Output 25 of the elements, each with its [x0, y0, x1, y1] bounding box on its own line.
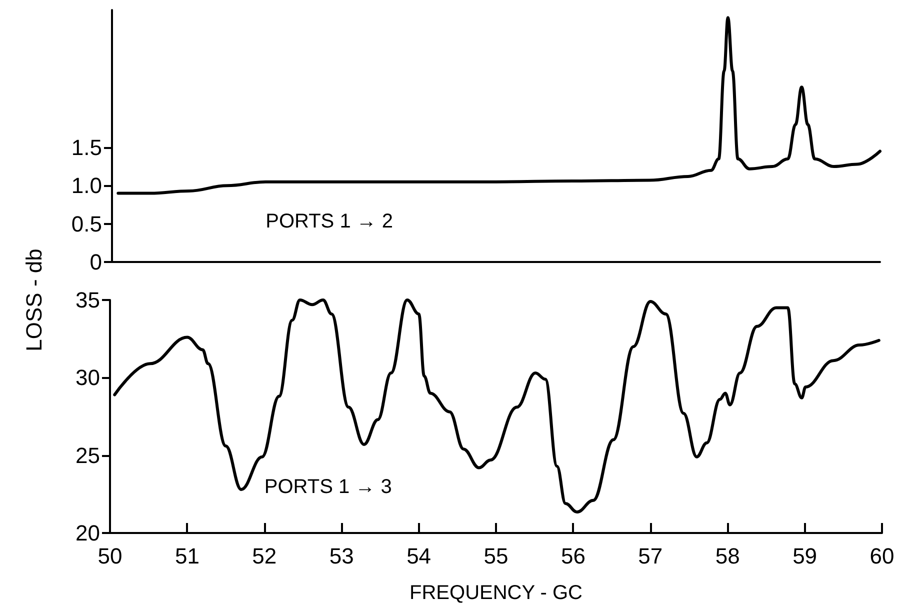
x-tick-label: 60	[870, 544, 894, 568]
x-tick-label: 54	[406, 544, 432, 568]
x-tick-label: 50	[98, 544, 122, 568]
y-tick-label: 25	[76, 442, 100, 468]
y-tick-label: 20	[76, 520, 100, 546]
x-tick-label: 53	[329, 544, 354, 568]
y-tick-label: 1.5	[71, 134, 102, 160]
series-label: PORTS 1 → 3	[264, 476, 392, 498]
x-axis-title: FREQUENCY - GC	[410, 582, 582, 604]
line-series	[116, 16, 882, 195]
x-tick-label: 58	[715, 544, 740, 568]
x-tick-label: 57	[638, 544, 663, 568]
y-axis-title: LOSS - db	[22, 248, 46, 352]
series-label: PORTS 1 → 2	[266, 210, 394, 233]
x-tick-label: 52	[252, 544, 277, 568]
x-tick-label: 51	[174, 544, 200, 568]
x-tick-label: 56	[560, 544, 586, 568]
line-series	[113, 298, 880, 514]
y-tick-label: 30	[76, 365, 100, 390]
y-tick-label: 0	[90, 250, 102, 274]
y-tick-label: 35	[76, 288, 100, 312]
x-tick-label: 59	[792, 544, 818, 568]
y-tick-label: 1.0	[71, 173, 102, 198]
y-tick-label: 0.5	[71, 211, 102, 236]
x-tick-label: 55	[484, 544, 508, 568]
